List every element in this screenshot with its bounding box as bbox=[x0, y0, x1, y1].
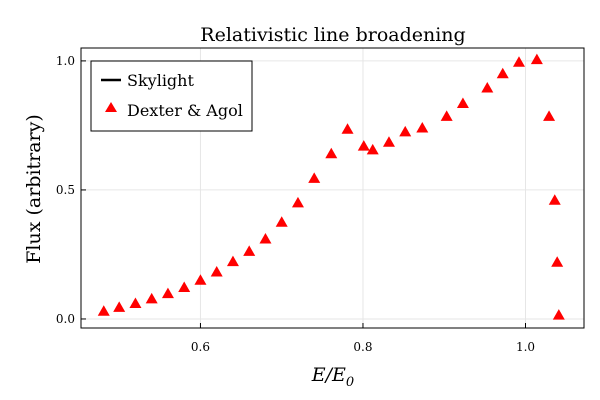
data-point-1-23 bbox=[481, 82, 494, 93]
data-point-1-14 bbox=[325, 147, 338, 159]
data-point-1-19 bbox=[399, 125, 412, 137]
data-point-1-4 bbox=[161, 287, 174, 299]
data-point-1-18 bbox=[382, 136, 395, 147]
data-point-1-9 bbox=[243, 245, 256, 256]
x-tick-label-2: 1.0 bbox=[516, 340, 535, 354]
data-point-1-29 bbox=[551, 256, 564, 267]
data-point-1-25 bbox=[512, 56, 525, 67]
legend-entry-dexter-agol: Dexter & Agol bbox=[127, 101, 243, 120]
data-point-1-5 bbox=[178, 281, 191, 292]
data-point-1-12 bbox=[291, 196, 304, 208]
legend-frame bbox=[90, 60, 253, 132]
axis-ticks: 0.6 0.8 1.0 0.0 0.5 1.0 bbox=[56, 54, 535, 354]
data-point-1-27 bbox=[543, 110, 556, 121]
chart-title: Relativistic line broadening bbox=[200, 24, 465, 46]
data-marks bbox=[97, 53, 565, 320]
data-point-1-0 bbox=[97, 305, 110, 316]
x-tick-label-1: 0.8 bbox=[353, 340, 372, 354]
x-axis-label-sub: 0 bbox=[346, 375, 354, 390]
data-point-1-1 bbox=[113, 301, 126, 312]
data-point-1-3 bbox=[145, 292, 158, 304]
y-tick-label-0: 0.0 bbox=[56, 312, 75, 326]
data-point-1-30 bbox=[552, 309, 565, 320]
legend: Skylight Dexter & Agol bbox=[90, 60, 253, 132]
y-tick-label-1: 0.5 bbox=[56, 183, 75, 197]
plot-frame bbox=[80, 47, 585, 329]
data-point-1-26 bbox=[530, 53, 543, 65]
x-tick-label-0: 0.6 bbox=[191, 340, 210, 354]
data-point-1-13 bbox=[308, 172, 321, 183]
data-point-1-22 bbox=[456, 97, 469, 108]
legend-triangle-swatch bbox=[105, 102, 117, 112]
legend-entry-skylight: Skylight bbox=[127, 71, 194, 90]
y-tick-label-2: 1.0 bbox=[56, 54, 75, 68]
data-point-1-24 bbox=[496, 67, 509, 79]
data-point-1-11 bbox=[275, 216, 288, 227]
data-point-1-7 bbox=[210, 266, 223, 277]
data-point-1-15 bbox=[341, 123, 354, 134]
data-point-1-28 bbox=[548, 194, 561, 205]
data-point-1-21 bbox=[440, 110, 453, 121]
data-point-1-2 bbox=[129, 297, 142, 308]
data-point-1-8 bbox=[226, 255, 239, 267]
data-point-1-10 bbox=[259, 232, 272, 244]
data-point-1-6 bbox=[194, 274, 207, 285]
data-point-1-20 bbox=[416, 122, 429, 133]
x-axis-label: E/E0 bbox=[311, 364, 354, 390]
y-axis-label: Flux (arbitrary) bbox=[23, 114, 45, 264]
x-axis-label-main: E/E bbox=[311, 364, 346, 386]
data-point-1-16 bbox=[357, 140, 370, 151]
data-point-1-17 bbox=[366, 143, 379, 155]
